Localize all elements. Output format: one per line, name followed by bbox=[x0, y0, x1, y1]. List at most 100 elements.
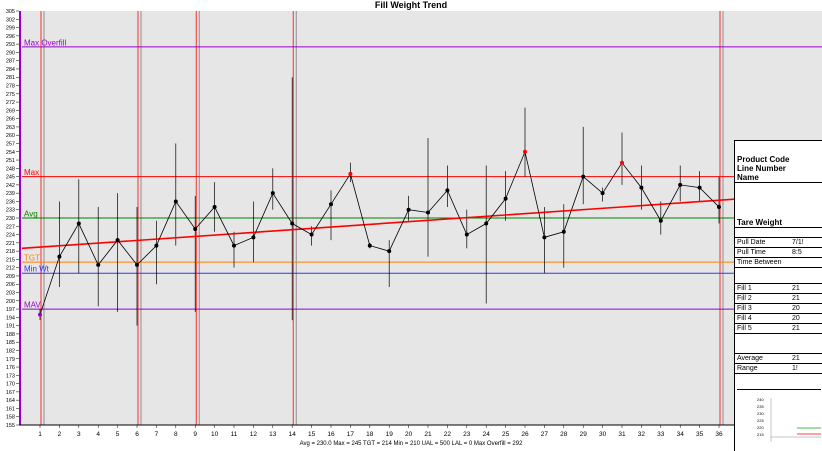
y-tick-label: 233 bbox=[6, 208, 15, 214]
x-tick-label: 12 bbox=[250, 431, 258, 438]
data-point bbox=[270, 191, 275, 196]
y-tick-label: 188 bbox=[6, 332, 15, 338]
x-tick-label: 14 bbox=[289, 431, 297, 438]
data-point bbox=[193, 227, 198, 232]
x-tick-label: 33 bbox=[657, 431, 665, 438]
fill-4-label: Fill 4 bbox=[737, 315, 752, 322]
y-tick-label: 197 bbox=[6, 307, 15, 313]
average-label: Average bbox=[737, 355, 763, 362]
data-point bbox=[251, 235, 256, 240]
y-tick-label: 278 bbox=[6, 84, 15, 90]
reference-line-label: Min Wt bbox=[24, 265, 50, 274]
tare-weight-label: Tare Weight bbox=[737, 218, 783, 227]
x-tick-label: 6 bbox=[135, 431, 139, 438]
panel-divider bbox=[735, 283, 822, 284]
data-point bbox=[38, 312, 42, 317]
x-tick-label: 18 bbox=[366, 431, 374, 438]
data-point bbox=[212, 204, 217, 209]
x-tick-label: 11 bbox=[231, 431, 238, 438]
data-point bbox=[135, 262, 139, 267]
x-tick-label: 1 bbox=[38, 431, 42, 438]
fill-1-label: Fill 1 bbox=[737, 285, 752, 292]
x-tick-label: 34 bbox=[677, 431, 685, 438]
data-point bbox=[348, 171, 353, 176]
x-tick-label: 25 bbox=[502, 431, 510, 438]
x-tick-label: 20 bbox=[405, 431, 413, 438]
data-point bbox=[76, 221, 81, 226]
y-tick-label: 227 bbox=[6, 224, 15, 230]
y-tick-label: 185 bbox=[6, 340, 15, 346]
data-point bbox=[600, 191, 605, 196]
y-tick-label: 167 bbox=[6, 390, 15, 396]
reference-line-label: Max bbox=[24, 168, 39, 177]
x-tick-label: 28 bbox=[560, 431, 568, 438]
data-point bbox=[406, 207, 411, 212]
mini-tick-label: 225 bbox=[757, 418, 764, 423]
fill-3-value: 20 bbox=[792, 305, 800, 312]
data-point bbox=[561, 229, 566, 234]
pull-date-value: 7/1! bbox=[792, 239, 804, 246]
x-tick-label: 24 bbox=[483, 431, 491, 438]
panel-divider bbox=[735, 293, 822, 294]
trend-line bbox=[21, 192, 822, 250]
data-point bbox=[232, 243, 236, 248]
data-point bbox=[290, 221, 295, 226]
panel-divider bbox=[735, 267, 822, 268]
y-tick-label: 296 bbox=[6, 34, 15, 40]
x-tick-label: 32 bbox=[638, 431, 646, 438]
mini-tick-label: 240 bbox=[757, 397, 764, 402]
mini-tick-label: 215 bbox=[757, 432, 764, 437]
panel-divider bbox=[735, 313, 822, 314]
panel-divider bbox=[735, 373, 822, 374]
y-tick-label: 230 bbox=[6, 216, 15, 222]
pull-time-value: 8:5 bbox=[792, 249, 802, 256]
y-tick-label: 191 bbox=[6, 324, 15, 330]
data-point bbox=[620, 160, 624, 165]
x-tick-label: 19 bbox=[386, 431, 394, 438]
data-point bbox=[639, 185, 644, 190]
y-tick-label: 179 bbox=[6, 357, 15, 363]
data-point bbox=[503, 196, 508, 201]
y-tick-label: 203 bbox=[6, 291, 15, 297]
range-label: Range bbox=[737, 365, 758, 372]
x-tick-label: 8 bbox=[174, 431, 178, 438]
y-tick-label: 176 bbox=[6, 365, 15, 371]
data-point bbox=[697, 185, 702, 190]
y-tick-label: 290 bbox=[6, 50, 15, 56]
data-point bbox=[445, 188, 450, 193]
y-tick-label: 281 bbox=[6, 75, 15, 81]
y-tick-label: 161 bbox=[6, 406, 15, 412]
y-tick-label: 194 bbox=[6, 315, 15, 321]
pull-time-label: Pull Time bbox=[737, 249, 766, 256]
pull-date-label: Pull Date bbox=[737, 239, 766, 246]
y-tick-label: 248 bbox=[6, 166, 15, 172]
x-tick-label: 27 bbox=[541, 431, 549, 438]
panel-divider bbox=[735, 363, 822, 364]
x-tick-label: 10 bbox=[211, 431, 219, 438]
y-tick-label: 251 bbox=[6, 158, 15, 164]
time-between-label: Time Between bbox=[737, 259, 782, 266]
average-value: 21 bbox=[792, 355, 800, 362]
y-tick-label: 260 bbox=[6, 133, 15, 139]
data-point bbox=[367, 243, 372, 248]
y-tick-label: 170 bbox=[6, 382, 15, 388]
panel-divider bbox=[735, 303, 822, 304]
x-tick-label: 4 bbox=[96, 431, 100, 438]
y-tick-label: 215 bbox=[6, 257, 15, 263]
x-tick-label: 3 bbox=[77, 431, 81, 438]
name-label: Name bbox=[737, 173, 759, 182]
reference-line-label: TGT bbox=[24, 254, 40, 263]
data-point bbox=[329, 202, 333, 207]
y-tick-label: 254 bbox=[6, 150, 15, 156]
y-tick-label: 239 bbox=[6, 191, 15, 197]
x-tick-label: 16 bbox=[327, 431, 335, 438]
data-point bbox=[464, 232, 469, 237]
data-point bbox=[154, 243, 159, 248]
chart-footer-summary: Avg = 230.0 Max = 245 TGT = 214 Min = 21… bbox=[299, 441, 523, 447]
y-tick-label: 284 bbox=[6, 67, 15, 73]
y-tick-label: 224 bbox=[6, 233, 15, 239]
y-tick-label: 263 bbox=[6, 125, 15, 131]
data-point bbox=[658, 218, 663, 223]
fill-2-label: Fill 2 bbox=[737, 295, 752, 302]
